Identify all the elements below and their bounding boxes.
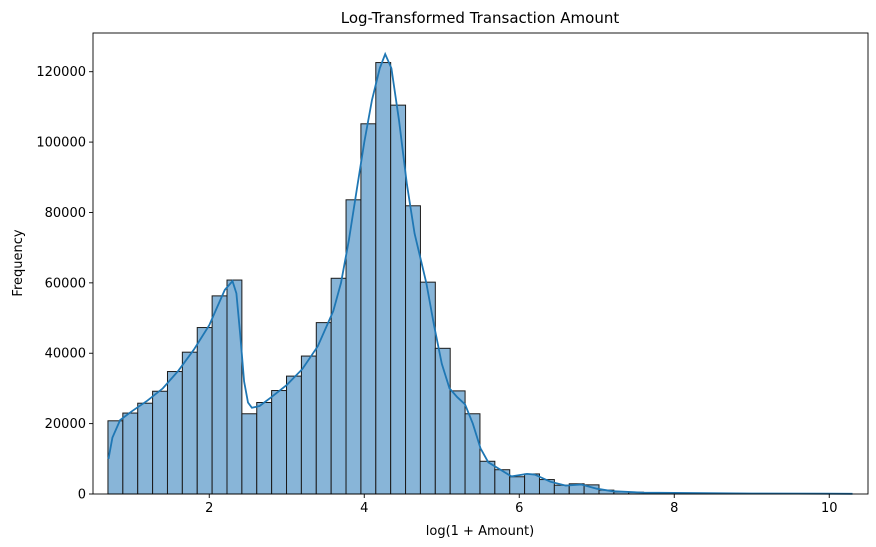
histogram-bar: [465, 414, 480, 494]
x-tick-label: 8: [670, 501, 678, 516]
y-tick-label: 100000: [36, 136, 86, 151]
histogram-bar: [167, 372, 182, 494]
histogram-bar: [480, 461, 495, 494]
x-tick-label: 2: [205, 501, 213, 516]
y-tick-label: 0: [78, 488, 86, 503]
histogram-bar: [361, 124, 376, 494]
histogram-bar: [123, 413, 138, 494]
histogram-bar: [287, 376, 302, 494]
x-axis-label: log(1 + Amount): [426, 524, 534, 539]
histogram-bar: [242, 414, 257, 494]
histogram-bar: [153, 391, 168, 494]
y-axis-label: Frequency: [11, 229, 26, 296]
histogram-bar: [197, 328, 212, 494]
y-tick-label: 40000: [45, 347, 86, 362]
x-tick-label: 4: [360, 501, 368, 516]
histogram-bar: [435, 348, 450, 494]
y-tick-label: 20000: [45, 417, 86, 432]
histogram-bar: [450, 391, 465, 494]
histogram-bar: [212, 296, 227, 494]
x-tick-label: 10: [821, 501, 838, 516]
histogram-bar: [420, 282, 435, 494]
histogram-bar: [316, 323, 331, 494]
x-tick-label: 6: [515, 501, 523, 516]
histogram-bar: [227, 280, 242, 494]
histogram-bar: [554, 485, 569, 494]
histogram-bar: [391, 105, 406, 494]
histogram-bar: [138, 403, 153, 494]
histogram-bar: [257, 403, 272, 494]
y-tick-label: 60000: [45, 276, 86, 291]
histogram-bar: [272, 391, 287, 494]
y-axis-ticks: 0 20000 40000 60000 80000 100000 120000: [36, 65, 93, 502]
y-tick-label: 80000: [45, 206, 86, 221]
chart-title: Log-Transformed Transaction Amount: [341, 9, 620, 27]
y-tick-label: 120000: [36, 65, 86, 80]
x-axis-ticks: 2 4 6 8 10: [205, 494, 837, 516]
histogram-bar: [525, 474, 540, 494]
histogram-bar: [510, 477, 525, 494]
histogram-bar: [376, 63, 391, 494]
histogram-bar: [301, 356, 316, 494]
histogram-bar: [182, 352, 197, 494]
